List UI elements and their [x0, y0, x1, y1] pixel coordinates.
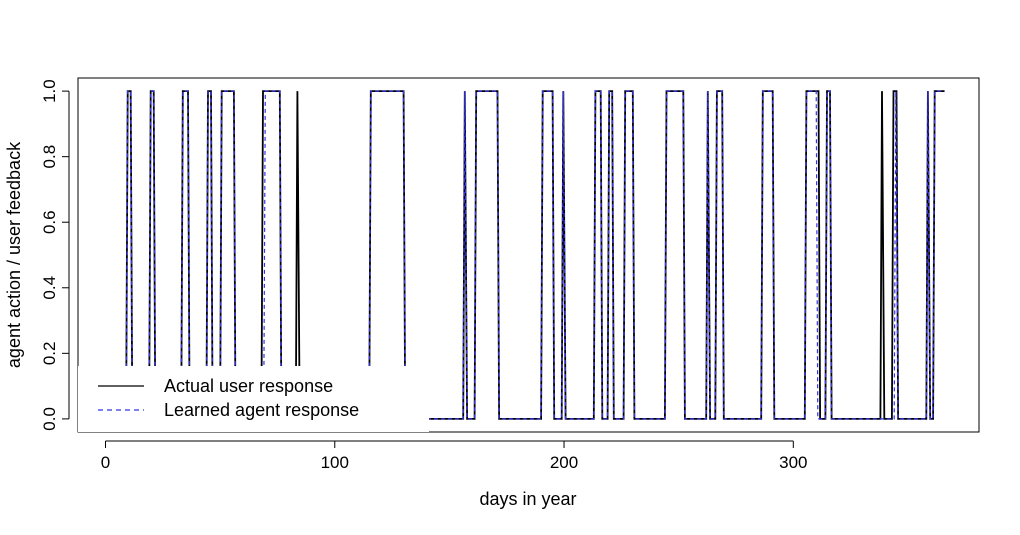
y-tick-label: 0.2 — [40, 342, 59, 366]
y-tick-label: 0.4 — [40, 276, 59, 300]
y-tick-label: 0.8 — [40, 145, 59, 169]
legend-box — [78, 366, 429, 432]
y-tick-label: 1.0 — [40, 79, 59, 103]
x-axis: 0 100 200 300 — [101, 440, 807, 472]
series-line-learned — [107, 90, 945, 420]
y-tick-label: 0.6 — [40, 210, 59, 234]
x-tick-label: 0 — [101, 453, 110, 472]
y-axis: 0.0 0.2 0.4 0.6 0.8 1.0 — [40, 79, 70, 431]
y-axis-label: agent action / user feedback — [4, 141, 24, 368]
x-tick-label: 300 — [779, 453, 807, 472]
plot-frame — [77, 77, 980, 433]
legend: Actual user response Learned agent respo… — [78, 366, 429, 432]
legend-label-actual: Actual user response — [164, 376, 333, 396]
y-tick-label: 0.0 — [40, 407, 59, 431]
x-tick-label: 200 — [550, 453, 578, 472]
legend-label-learned: Learned agent response — [164, 400, 359, 420]
x-axis-label: days in year — [479, 489, 576, 509]
x-tick-label: 100 — [321, 453, 349, 472]
